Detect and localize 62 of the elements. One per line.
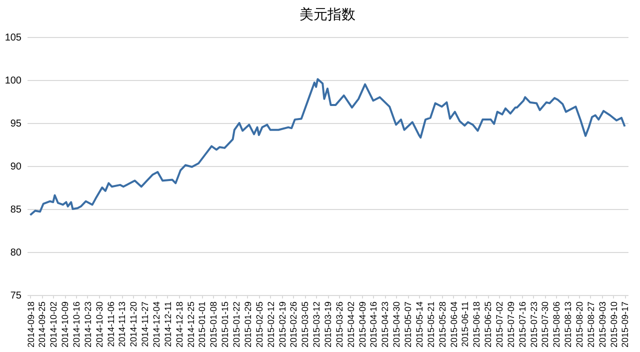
x-tick-label: 2015-02-26: [288, 302, 299, 348]
x-tick-label: 2015-08-06: [552, 302, 562, 348]
x-tick-label: 2014-11-20: [128, 302, 139, 347]
x-tick-label: 2014-09-18: [26, 302, 36, 348]
y-tick-label: 105: [4, 32, 22, 44]
x-tick-label: 2014-10-16: [71, 302, 82, 348]
x-tick-label: 2015-08-20: [574, 302, 585, 348]
x-tick-label: 2015-06-18: [472, 302, 482, 348]
x-tick-label: 2014-12-18: [174, 302, 184, 348]
x-tick-label: 2015-02-19: [277, 302, 288, 348]
x-tick-label: 2015-05-28: [437, 302, 448, 348]
x-tick-label: 2014-12-11: [162, 302, 173, 347]
x-tick-label: 2014-11-06: [106, 302, 116, 347]
x-tick-label: 2015-09-17: [620, 302, 630, 348]
y-tick-label: 85: [10, 204, 22, 216]
x-tick-label: 2015-02-05: [254, 302, 264, 348]
x-tick-label: 2015-04-16: [368, 302, 379, 348]
y-tick-label: 90: [10, 162, 22, 172]
y-tick-label: 100: [4, 76, 22, 86]
line-series: [29, 78, 626, 216]
y-tick-label: 75: [10, 290, 22, 302]
x-tick-label: 2015-08-27: [586, 302, 596, 348]
x-tick-label: 2014-12-04: [152, 302, 162, 348]
x-tick-label: 2015-01-29: [242, 302, 253, 348]
x-tick-label: 2015-07-30: [540, 302, 550, 348]
x-tick-label: 2015-01-01: [197, 302, 208, 348]
x-tick-label: 2015-06-11: [460, 302, 470, 347]
x-tick-label: 2015-07-23: [528, 302, 539, 348]
x-tick-label: 2014-10-09: [60, 302, 70, 348]
x-tick-label: 2014-10-30: [94, 302, 104, 348]
x-tick-label: 2015-05-21: [426, 302, 436, 348]
x-tick-label: 2014-09-25: [37, 302, 48, 348]
x-tick-label: 2015-03-12: [312, 302, 322, 348]
x-tick-label: 2015-06-04: [448, 302, 459, 348]
x-tick-label: 2015-07-16: [517, 302, 528, 348]
x-tick-label: 2015-03-26: [334, 302, 344, 348]
x-tick-label: 2015-02-12: [266, 302, 276, 348]
x-tick-label: 2014-11-27: [140, 302, 150, 347]
x-tick-label: 2015-09-10: [608, 302, 619, 348]
x-tick-label: 2015-05-14: [414, 302, 424, 348]
chart-title: 美元指数: [300, 6, 356, 22]
x-tick-label: 2015-01-15: [220, 302, 230, 348]
x-tick-label: 2015-01-22: [232, 302, 242, 348]
x-tick-label: 2015-04-30: [392, 302, 402, 348]
x-tick-label: 2015-07-02: [494, 302, 504, 348]
x-tick-label: 2014-11-13: [117, 302, 128, 347]
x-tick-label: 2015-03-19: [323, 302, 333, 348]
x-tick-label: 2015-05-07: [403, 302, 414, 348]
x-tick-label: 2015-03-05: [300, 302, 310, 348]
x-tick-label: 2015-08-13: [563, 302, 574, 348]
x-tick-label: 2015-09-03: [597, 302, 608, 348]
y-tick-label: 80: [10, 248, 22, 258]
x-tick-label: 2015-04-09: [357, 302, 368, 348]
x-tick-label: 2014-10-02: [48, 302, 59, 348]
x-tick-label: 2015-06-25: [483, 302, 494, 348]
x-tick-label: 2015-04-02: [346, 302, 356, 348]
x-tick-label: 2015-07-09: [506, 302, 516, 348]
x-tick-label: 2014-10-23: [82, 302, 93, 348]
x-tick-label: 2014-12-25: [186, 302, 196, 348]
x-tick-label: 2015-01-08: [208, 302, 219, 348]
y-tick-label: 95: [10, 118, 22, 130]
x-tick-label: 2015-04-23: [380, 302, 390, 348]
